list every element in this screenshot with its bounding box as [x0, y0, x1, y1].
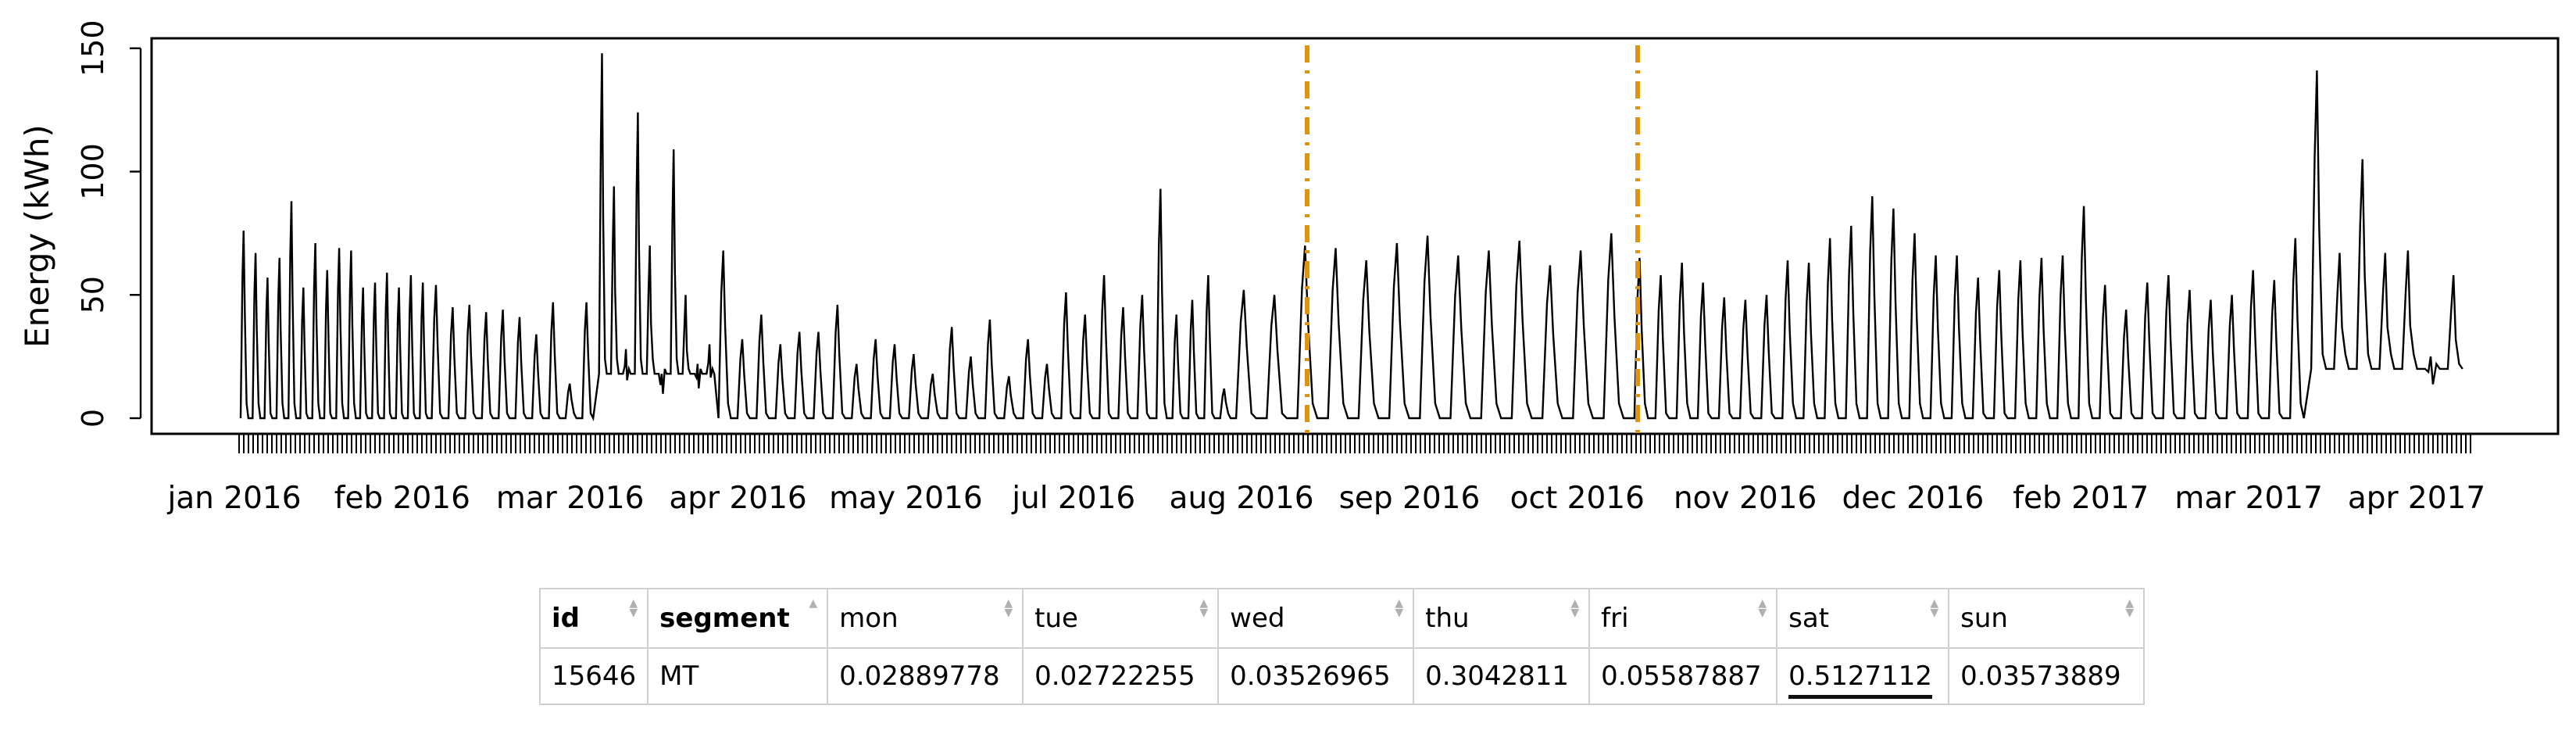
- x-tick-label: may 2016: [829, 481, 983, 516]
- cell-fri: 0.05587887: [1588, 647, 1778, 705]
- customer-table-container: id ▲ ▼ segment ▲ mon ▲ ▼ tue ▲ ▼ wed ▲ ▼ thu ▲ ▼ fr…: [538, 588, 2145, 705]
- y-axis: 0 50 100 150: [76, 20, 142, 428]
- x-tick-label: apr 2016: [669, 481, 806, 516]
- x-tick-label: feb 2016: [334, 481, 470, 516]
- sort-icon[interactable]: ▲ ▼: [1930, 597, 1939, 619]
- x-tick-label: apr 2017: [2348, 481, 2485, 516]
- y-tick-label: 0: [76, 409, 110, 428]
- x-tick-label: jan 2016: [166, 481, 301, 516]
- x-tick-label: aug 2016: [1170, 481, 1314, 516]
- column-header-wed[interactable]: wed ▲ ▼: [1217, 588, 1415, 649]
- x-tick-label: nov 2016: [1674, 481, 1817, 516]
- energy-chart: 0 50 100 150 Energy (kWh) jan 2016 feb 2016 m…: [18, 20, 2560, 516]
- table-row: 15646 MT 0.02889778 0.02722255 0.0352696…: [538, 647, 2145, 705]
- column-header-sun[interactable]: sun ▲ ▼: [1948, 588, 2145, 649]
- date-rug: [238, 435, 2471, 453]
- x-tick-label: mar 2016: [496, 481, 645, 516]
- x-tick-label: mar 2017: [2174, 481, 2323, 516]
- sort-icon[interactable]: ▲ ▼: [1395, 597, 1404, 619]
- column-header-fri[interactable]: fri ▲ ▼: [1588, 588, 1778, 649]
- event-markers: [1305, 45, 1640, 438]
- sort-icon[interactable]: ▲ ▼: [2125, 597, 2135, 619]
- y-tick-label: 100: [76, 143, 110, 200]
- energy-series-line: [239, 53, 2463, 421]
- plot-frame: [150, 37, 2560, 435]
- column-header-tue[interactable]: tue ▲ ▼: [1022, 588, 1220, 649]
- sort-icon[interactable]: ▲ ▼: [1570, 597, 1580, 619]
- cell-sun: 0.03573889: [1948, 647, 2145, 705]
- cell-tue: 0.02722255: [1022, 647, 1220, 705]
- cell-segment: MT: [647, 647, 829, 705]
- column-header-sat[interactable]: sat ▲ ▼: [1776, 588, 1950, 649]
- cell-thu: 0.3042811: [1413, 647, 1591, 705]
- column-header-id[interactable]: id ▲ ▼: [538, 588, 649, 649]
- y-tick-label: 50: [76, 276, 110, 313]
- customer-table: id ▲ ▼ segment ▲ mon ▲ ▼ tue ▲ ▼ wed ▲ ▼ thu ▲ ▼ fr…: [538, 588, 2145, 705]
- sort-icon[interactable]: ▲: [809, 597, 818, 610]
- column-header-mon[interactable]: mon ▲ ▼: [827, 588, 1024, 649]
- x-axis-labels: jan 2016 feb 2016 mar 2016 apr 2016 may 2016…: [166, 481, 2485, 516]
- x-tick-label: sep 2016: [1339, 481, 1481, 516]
- x-tick-label: oct 2016: [1510, 481, 1645, 516]
- x-tick-label: jul 2016: [1011, 481, 1135, 516]
- sort-icon[interactable]: ▲ ▼: [1004, 597, 1013, 619]
- table-header-row: id ▲ ▼ segment ▲ mon ▲ ▼ tue ▲ ▼ wed ▲ ▼ thu ▲ ▼ fr…: [538, 588, 2145, 649]
- cell-sat: 0.5127112: [1776, 647, 1950, 705]
- x-tick-label: feb 2017: [2013, 481, 2149, 516]
- cell-id: 15646: [538, 647, 649, 705]
- y-tick-label: 150: [76, 20, 110, 77]
- sort-icon[interactable]: ▲ ▼: [1758, 597, 1767, 619]
- x-tick-label: dec 2016: [1842, 481, 1985, 516]
- y-axis-label: Energy (kWh): [18, 124, 56, 348]
- cell-wed: 0.03526965: [1217, 647, 1415, 705]
- sort-icon[interactable]: ▲ ▼: [629, 597, 638, 619]
- column-header-segment[interactable]: segment ▲: [647, 588, 829, 649]
- column-header-thu[interactable]: thu ▲ ▼: [1413, 588, 1591, 649]
- cell-mon: 0.02889778: [827, 647, 1024, 705]
- sort-icon[interactable]: ▲ ▼: [1199, 597, 1209, 619]
